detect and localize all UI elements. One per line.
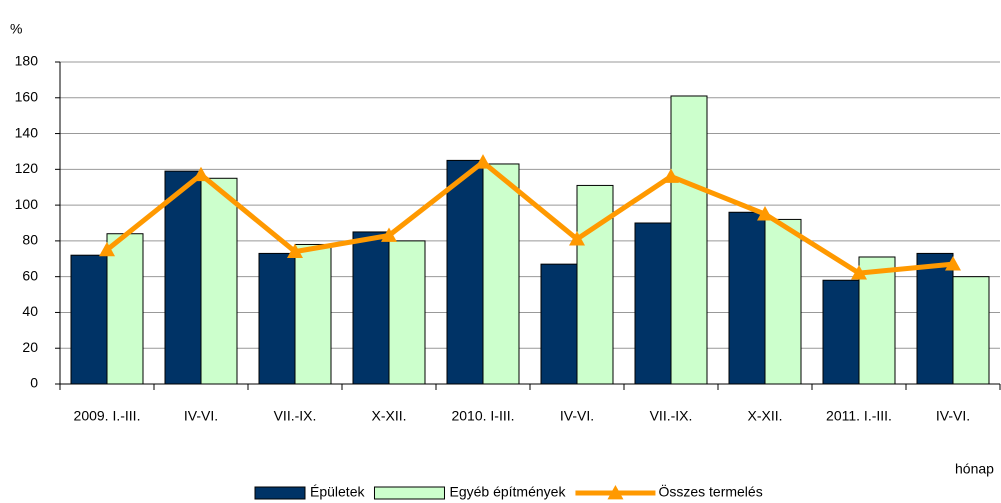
bar [294,243,332,385]
line-marker [851,265,867,280]
x-tick-label: 2011. I.-III. [826,408,892,424]
line-marker [381,227,397,242]
bar [106,233,144,385]
legend-swatch [254,486,306,500]
bar [916,252,954,385]
y-tick-label: 140 [15,124,39,140]
line-marker [475,154,491,169]
line-marker [569,231,585,246]
bar [764,218,802,385]
y-tick-label: 180 [15,53,39,69]
line-marker [757,206,773,221]
bar [482,163,520,385]
bar [670,95,708,385]
legend-label: Összes termelés [658,483,762,500]
x-tick-label: IV-VI. [184,408,218,424]
x-tick-label: X-XII. [371,408,406,424]
y-tick-label: 20 [22,339,38,355]
y-tick-label: 100 [15,196,39,212]
legend-label: Egyéb építmények [449,484,566,500]
x-tick-label: 2010. I-III. [451,408,514,424]
bar [540,263,578,385]
bar [822,279,860,385]
bar [576,184,614,385]
bar [952,276,990,385]
y-tick-label: 40 [22,303,38,319]
legend-label: Épületek [310,484,365,500]
x-tick-label: 2009. I.-III. [74,408,141,424]
line [105,159,954,276]
x-tick-label: IV-VI. [936,408,970,424]
y-tick-label: 120 [15,160,39,176]
line-marker [99,241,115,257]
line-marker [945,256,961,271]
x-tick-label: VII.-IX. [650,408,693,424]
legend-marker [607,485,624,500]
y-tick-label: 0 [30,375,38,391]
y-tick-label: 80 [22,232,38,248]
bar [70,254,108,385]
bar [164,170,202,385]
y-axis-label: % [10,21,22,37]
line-marker [287,243,303,259]
x-tick-label: IV-VI. [560,408,594,424]
bar [352,231,390,385]
line-marker [193,166,209,182]
x-tick-label: X-XII. [747,408,782,424]
y-tick-label: 160 [15,88,39,104]
bar [446,159,484,385]
bar [728,211,766,385]
line-marker [663,168,679,183]
bar [388,240,426,385]
bar [200,177,238,385]
legend-swatch [373,486,445,500]
x-axis-label: hónap [955,461,994,477]
bar [634,222,672,385]
x-tick-label: VII.-IX. [274,408,317,424]
bar [258,252,296,385]
y-tick-label: 60 [22,267,38,283]
